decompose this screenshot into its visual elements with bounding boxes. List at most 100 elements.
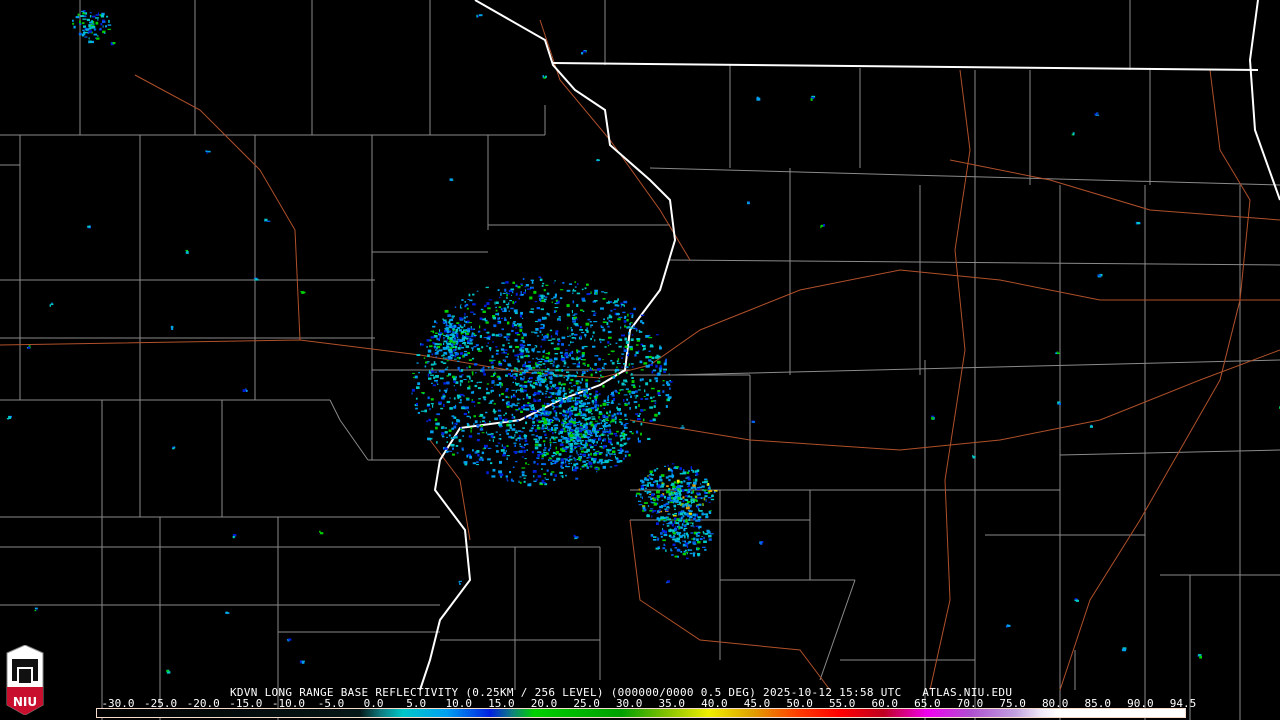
echo-pixel — [544, 385, 548, 388]
echo-pixel — [679, 467, 682, 471]
echo-pixel — [319, 530, 321, 533]
echo-pixel — [602, 414, 606, 417]
echo-pixel — [456, 336, 459, 338]
echo-pixel — [573, 316, 578, 319]
echo-pixel — [520, 346, 525, 349]
echo-pixel — [468, 293, 471, 297]
echo-pixel — [529, 411, 534, 413]
echo-pixel — [664, 544, 666, 546]
echo-pixel — [429, 408, 431, 411]
echo-pixel — [561, 413, 565, 416]
echo-pixel — [692, 552, 696, 554]
echo-pixel — [507, 373, 511, 376]
echo-pixel — [673, 502, 675, 504]
echo-pixel — [545, 414, 550, 417]
echo-pixel — [606, 402, 610, 404]
echo-pixel — [504, 418, 508, 422]
echo-pixel — [557, 318, 561, 321]
echo-pixel — [434, 320, 437, 323]
echo-pixel — [658, 395, 661, 397]
echo-pixel — [450, 345, 454, 347]
echo-pixel — [707, 531, 711, 534]
echo-pixel — [542, 373, 545, 375]
echo-pixel — [91, 26, 93, 28]
echo-pixel — [442, 354, 445, 357]
echo-pixel — [1005, 625, 1008, 628]
echo-pixel — [586, 457, 589, 459]
echo-pixel — [500, 348, 505, 351]
echo-pixel — [611, 418, 615, 422]
echo-pixel — [567, 366, 570, 368]
echo-pixel — [555, 376, 559, 378]
echo-pixel — [598, 438, 600, 441]
echo-pixel — [545, 336, 549, 339]
echo-pixel — [607, 345, 610, 347]
echo-pixel — [570, 438, 573, 440]
echo-pixel — [515, 382, 517, 385]
echo-pixel — [561, 400, 564, 403]
echo-pixel — [500, 334, 503, 336]
echo-pixel — [448, 373, 452, 376]
echo-pixel — [589, 368, 593, 371]
echo-pixel — [453, 346, 456, 349]
echo-pixel — [708, 534, 712, 538]
echo-pixel — [555, 332, 558, 335]
echo-pixel — [505, 303, 509, 306]
echo-pixel — [589, 397, 592, 400]
echo-pixel — [544, 427, 548, 430]
echo-pixel — [663, 533, 668, 537]
echo-pixel — [443, 337, 445, 340]
echo-pixel — [658, 509, 661, 512]
echo-pixel — [520, 388, 523, 391]
echo-pixel — [508, 289, 513, 293]
echo-pixel — [615, 420, 617, 424]
echo-pixel — [441, 396, 445, 400]
echo-pixel — [506, 405, 510, 408]
echo-pixel — [533, 399, 537, 403]
echo-pixel — [583, 428, 587, 430]
colorbar-tick-label: -20.0 — [186, 697, 220, 710]
echo-pixel — [682, 543, 687, 547]
echo-pixel — [595, 393, 598, 397]
echo-pixel — [650, 508, 654, 510]
echo-pixel — [465, 397, 469, 399]
echo-pixel — [631, 391, 636, 394]
echo-pixel — [434, 418, 438, 422]
echo-pixel — [696, 497, 701, 499]
echo-pixel — [454, 355, 457, 358]
echo-pixel — [564, 353, 569, 357]
echo-pixel — [595, 467, 599, 470]
echo-pixel — [433, 363, 437, 365]
echo-pixel — [513, 376, 516, 379]
echo-pixel — [498, 414, 502, 417]
echo-pixel — [668, 467, 670, 471]
echo-pixel — [572, 468, 577, 472]
echo-pixel — [582, 408, 585, 411]
echo-pixel — [656, 485, 659, 488]
echo-pixel — [539, 327, 541, 330]
echo-pixel — [592, 314, 596, 316]
echo-pixel — [596, 441, 598, 444]
echo-pixel — [497, 289, 500, 291]
echo-pixel — [444, 431, 448, 434]
echo-pixel — [503, 446, 506, 449]
echo-pixel — [600, 325, 603, 328]
echo-pixel — [523, 408, 527, 411]
echo-pixel — [492, 316, 496, 320]
echo-pixel — [619, 450, 622, 454]
echo-pixel — [320, 532, 324, 535]
echo-pixel — [575, 434, 579, 438]
echo-pixel — [498, 394, 501, 397]
echo-pixel — [538, 276, 542, 278]
echo-pixel — [531, 287, 534, 290]
echo-pixel — [519, 343, 524, 347]
echo-pixel — [619, 443, 623, 447]
echo-pixel — [91, 20, 93, 23]
echo-pixel — [534, 301, 538, 303]
echo-pixel — [515, 327, 517, 329]
echo-pixel — [649, 510, 653, 512]
echo-pixel — [558, 382, 562, 385]
echo-pixel — [570, 327, 572, 329]
echo-pixel — [499, 416, 503, 420]
echo-pixel — [449, 178, 453, 181]
